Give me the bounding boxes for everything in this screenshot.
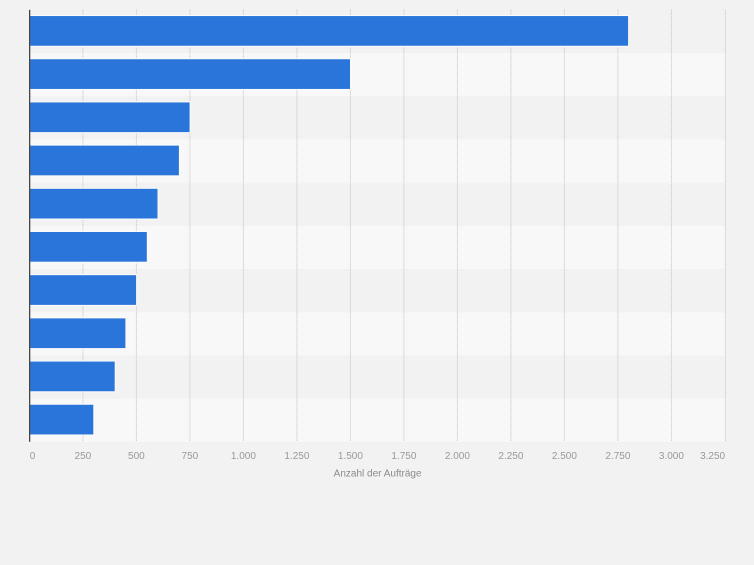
svg-text:1.250: 1.250 [284, 451, 309, 462]
svg-text:3.000: 3.000 [659, 451, 684, 462]
svg-text:1.500: 1.500 [338, 451, 363, 462]
svg-text:2.750: 2.750 [605, 451, 630, 462]
svg-text:2.250: 2.250 [498, 451, 523, 462]
svg-text:2.000: 2.000 [445, 451, 470, 462]
svg-text:Anzahl der Aufträge: Anzahl der Aufträge [334, 469, 422, 480]
svg-text:3.250: 3.250 [700, 451, 725, 462]
svg-text:500: 500 [128, 451, 145, 462]
svg-text:2.500: 2.500 [552, 451, 577, 462]
svg-text:1.000: 1.000 [231, 451, 256, 462]
svg-text:750: 750 [182, 451, 199, 462]
svg-text:250: 250 [75, 451, 92, 462]
svg-text:1.750: 1.750 [391, 451, 416, 462]
svg-text:0: 0 [30, 451, 36, 462]
